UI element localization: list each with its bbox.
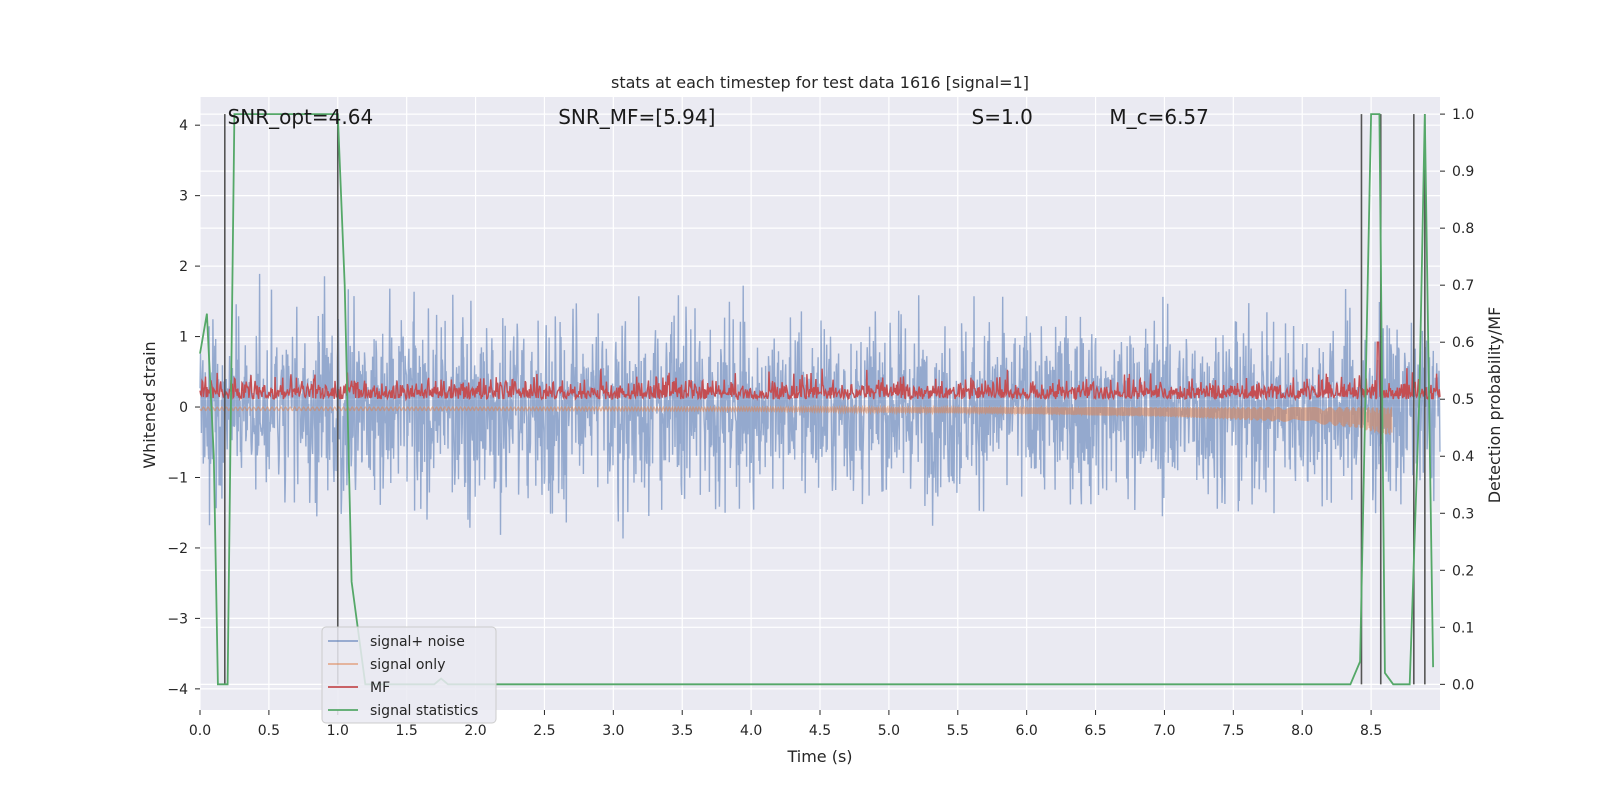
x-tick-label: 0.0 xyxy=(189,723,211,739)
y-tick-label: 0 xyxy=(179,400,188,416)
x-tick-label: 5.0 xyxy=(878,723,900,739)
vertical-markers xyxy=(224,114,1426,685)
y2-tick-label: 0.9 xyxy=(1452,164,1474,180)
x-tick-label: 6.0 xyxy=(1016,723,1038,739)
y2-tick-label: 0.1 xyxy=(1452,620,1474,636)
y-tick-label: 4 xyxy=(179,118,188,134)
legend-label: signal statistics xyxy=(370,703,478,719)
y-tick-label: 2 xyxy=(179,259,188,275)
y2-tick-label: 0.7 xyxy=(1452,278,1474,294)
series-mf xyxy=(199,341,1441,402)
y-tick-label: −4 xyxy=(167,682,188,698)
y2-tick-label: 0.5 xyxy=(1452,392,1474,408)
legend-label: signal+ noise xyxy=(370,634,465,650)
annotation-s-value: S=1.0 xyxy=(972,105,1033,129)
x-axis: 0.0 0.5 1.0 1.5 2.0 2.5 3.0 3.5 4.0 4.5 5.0 5.5 6.0 6… xyxy=(189,710,1382,739)
x-tick-label: 7.0 xyxy=(1153,723,1175,739)
x-tick-label: 4.5 xyxy=(809,723,831,739)
annotation-snr-opt: SNR_opt=4.64 xyxy=(228,105,374,129)
y-axis-title: Whitened strain xyxy=(140,341,159,468)
x-tick-label: 2.5 xyxy=(533,723,555,739)
annotations: SNR_opt=4.64 SNR_MF=[5.94] S=1.0 M_c=6.57 xyxy=(228,105,1209,129)
x-tick-label: 4.0 xyxy=(740,723,762,739)
chart-title: stats at each timestep for test data 161… xyxy=(611,73,1029,92)
y-tick-label: −1 xyxy=(167,470,188,486)
y-axis-right: 0.0 0.1 0.2 0.3 0.4 0.5 0.6 0.7 0.8 0.9 1.0 xyxy=(1440,107,1474,693)
x-tick-label: 8.0 xyxy=(1291,723,1313,739)
y2-tick-label: 0.8 xyxy=(1452,221,1474,237)
x-tick-label: 3.5 xyxy=(671,723,693,739)
series-signal-only xyxy=(199,404,1393,435)
x-axis-title: Time (s) xyxy=(786,747,852,766)
y2-tick-label: 0.3 xyxy=(1452,506,1474,522)
y2-tick-label: 0.2 xyxy=(1452,563,1474,579)
y-tick-label: 1 xyxy=(179,330,188,346)
x-tick-label: 1.0 xyxy=(327,723,349,739)
x-tick-label: 3.0 xyxy=(602,723,624,739)
x-tick-label: 8.5 xyxy=(1360,723,1382,739)
x-tick-label: 1.5 xyxy=(396,723,418,739)
x-tick-label: 6.5 xyxy=(1084,723,1106,739)
x-tick-label: 7.5 xyxy=(1222,723,1244,739)
y-tick-label: −2 xyxy=(167,541,188,557)
annotation-mc-value: M_c=6.57 xyxy=(1109,105,1209,129)
legend-box xyxy=(321,626,497,724)
legend-label: MF xyxy=(370,680,390,696)
y-axis-left: −4 −3 −2 −1 0 1 2 3 4 xyxy=(167,118,200,698)
y-tick-label: −3 xyxy=(167,611,188,627)
y2-tick-label: 0.0 xyxy=(1452,677,1474,693)
x-tick-label: 5.5 xyxy=(947,723,969,739)
y2-tick-label: 0.4 xyxy=(1452,449,1474,465)
annotation-snr-mf: SNR_MF=[5.94] xyxy=(558,105,715,129)
y-tick-label: 3 xyxy=(179,189,188,205)
x-tick-label: 2.0 xyxy=(464,723,486,739)
legend: signal+ noise signal only MF signal statist… xyxy=(321,626,497,724)
signal-only-line xyxy=(199,404,1393,435)
y2-axis-title: Detection probability/MF xyxy=(1485,307,1504,504)
legend-label: signal only xyxy=(370,657,445,673)
y2-tick-label: 1.0 xyxy=(1452,107,1474,123)
x-tick-label: 0.5 xyxy=(258,723,280,739)
mf-line xyxy=(199,341,1441,402)
y2-tick-label: 0.6 xyxy=(1452,335,1474,351)
